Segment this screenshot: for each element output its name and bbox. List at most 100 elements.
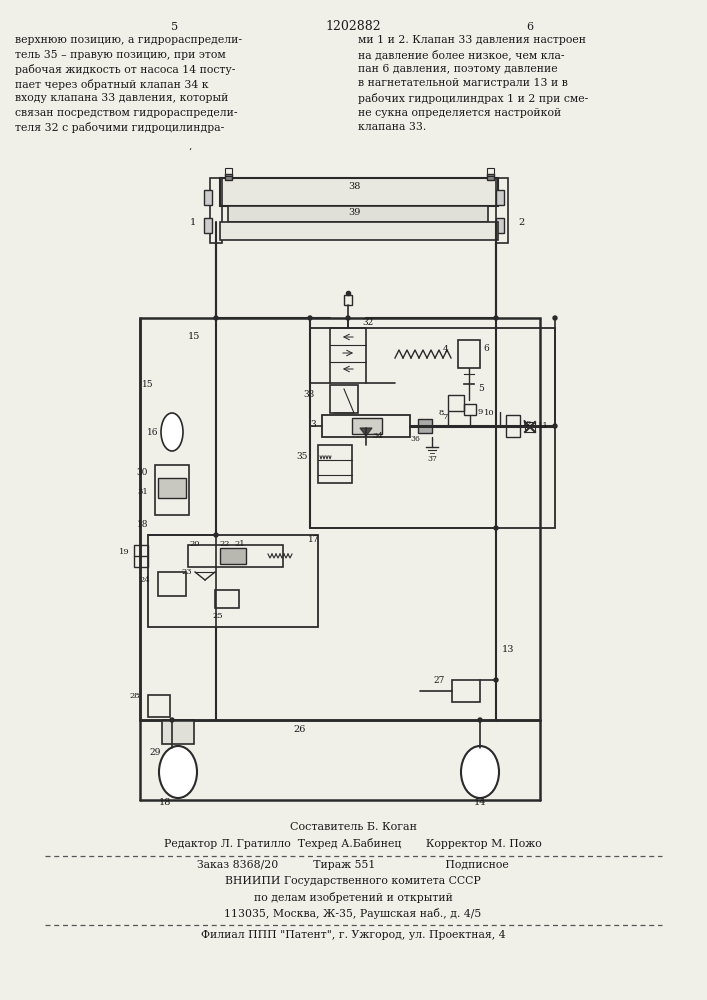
Bar (344, 295, 352, 305)
Circle shape (494, 316, 498, 320)
Text: 4: 4 (443, 345, 449, 354)
Bar (318, 445, 352, 483)
Text: 6: 6 (527, 22, 534, 32)
Bar (487, 168, 494, 176)
Text: ми 1 и 2. Клапан 33 давления настроен: ми 1 и 2. Клапан 33 давления настроен (358, 35, 586, 45)
Bar (225, 168, 232, 176)
Text: тель 35 – правую позицию, при этом: тель 35 – правую позицию, при этом (15, 49, 226, 60)
Polygon shape (360, 428, 372, 436)
Bar (148, 695, 170, 717)
Bar (204, 218, 212, 233)
Text: 1202882: 1202882 (325, 20, 381, 33)
Text: 10: 10 (484, 409, 495, 417)
Bar (158, 478, 186, 498)
Bar (496, 190, 504, 205)
Text: 5: 5 (171, 22, 179, 32)
Text: ’: ’ (189, 148, 192, 157)
Bar (134, 545, 148, 567)
Bar (506, 415, 520, 437)
Circle shape (478, 718, 482, 722)
Text: Заказ 8368/20          Тираж 551                    Подписное: Заказ 8368/20 Тираж 551 Подписное (197, 860, 509, 870)
Text: 27: 27 (433, 676, 445, 685)
Text: 7: 7 (443, 413, 448, 421)
Text: 5: 5 (478, 384, 484, 393)
Text: пает через обратный клапан 34 к: пает через обратный клапан 34 к (15, 79, 209, 90)
Circle shape (308, 316, 312, 320)
Text: пан 6 давления, поэтому давление: пан 6 давления, поэтому давление (358, 64, 558, 74)
Text: 2: 2 (518, 218, 525, 227)
Bar (330, 385, 358, 413)
Text: 19: 19 (119, 548, 130, 556)
Text: 36: 36 (410, 435, 420, 443)
Circle shape (494, 678, 498, 682)
Circle shape (214, 316, 218, 320)
Bar (452, 680, 480, 702)
Text: 15: 15 (142, 380, 154, 389)
Text: 39: 39 (348, 208, 360, 217)
Bar (418, 419, 432, 433)
Text: 31: 31 (137, 488, 148, 496)
Text: 30: 30 (136, 468, 148, 477)
Text: клапана 33.: клапана 33. (358, 122, 426, 132)
Bar (210, 178, 222, 243)
Text: 24: 24 (139, 576, 150, 584)
Text: 1: 1 (189, 218, 196, 227)
Text: 21: 21 (235, 540, 245, 548)
Text: 6: 6 (483, 344, 489, 353)
Text: 11: 11 (538, 422, 549, 430)
Bar (225, 174, 232, 180)
Text: 15: 15 (187, 332, 200, 341)
Bar (487, 174, 494, 180)
Text: 38: 38 (348, 182, 360, 191)
Text: верхнюю позицию, а гидрораспредели-: верхнюю позицию, а гидрораспредели- (15, 35, 242, 45)
Text: теля 32 с рабочими гидроцилиндра-: теля 32 с рабочими гидроцилиндра- (15, 122, 224, 133)
Bar (215, 590, 239, 608)
Text: 12: 12 (522, 420, 532, 428)
Text: входу клапана 33 давления, который: входу клапана 33 давления, который (15, 93, 228, 103)
Text: 113035, Москва, Ж-35, Раушская наб., д. 4/5: 113035, Москва, Ж-35, Раушская наб., д. … (224, 908, 481, 919)
Circle shape (553, 424, 557, 428)
Bar (322, 415, 410, 437)
Text: 3: 3 (310, 420, 316, 429)
Text: 20: 20 (189, 540, 200, 548)
Circle shape (214, 533, 218, 537)
Bar (204, 190, 212, 205)
Text: 18: 18 (136, 520, 148, 529)
Ellipse shape (161, 413, 183, 451)
Text: 33: 33 (304, 390, 315, 399)
Bar (220, 548, 246, 564)
Bar (310, 328, 555, 528)
Text: 26: 26 (294, 725, 306, 734)
Circle shape (553, 316, 557, 320)
Text: 17: 17 (308, 535, 320, 544)
Text: 16: 16 (146, 428, 158, 437)
Bar (496, 218, 504, 233)
Bar (228, 206, 488, 222)
Text: по делам изобретений и открытий: по делам изобретений и открытий (254, 892, 452, 903)
Text: 23: 23 (182, 568, 192, 576)
Text: 29: 29 (149, 748, 160, 757)
Text: рабочая жидкость от насоса 14 посту-: рабочая жидкость от насоса 14 посту- (15, 64, 235, 75)
Ellipse shape (159, 746, 197, 798)
Text: 13: 13 (502, 645, 515, 654)
Text: Составитель Б. Коган: Составитель Б. Коган (289, 822, 416, 832)
Text: 8: 8 (438, 409, 444, 417)
Text: 25: 25 (213, 612, 223, 620)
Text: не сукна определяется настройкой: не сукна определяется настройкой (358, 107, 561, 117)
Text: 28: 28 (129, 692, 140, 700)
Bar (220, 178, 498, 206)
Text: рабочих гидроцилиндрах 1 и 2 при сме-: рабочих гидроцилиндрах 1 и 2 при сме- (358, 93, 588, 104)
Bar (330, 328, 366, 383)
Bar (188, 545, 283, 567)
Bar (140, 318, 540, 720)
Text: Филиал ППП "Патент", г. Ужгород, ул. Проектная, 4: Филиал ППП "Патент", г. Ужгород, ул. Про… (201, 930, 506, 940)
Bar (352, 418, 382, 434)
Text: 32: 32 (362, 318, 373, 327)
Text: 14: 14 (474, 798, 486, 807)
Circle shape (170, 718, 174, 722)
Bar (220, 222, 498, 240)
Bar (158, 572, 186, 596)
Text: 37: 37 (427, 455, 437, 463)
Circle shape (494, 526, 498, 530)
Text: в нагнетательной магистрали 13 и в: в нагнетательной магистрали 13 и в (358, 79, 568, 89)
